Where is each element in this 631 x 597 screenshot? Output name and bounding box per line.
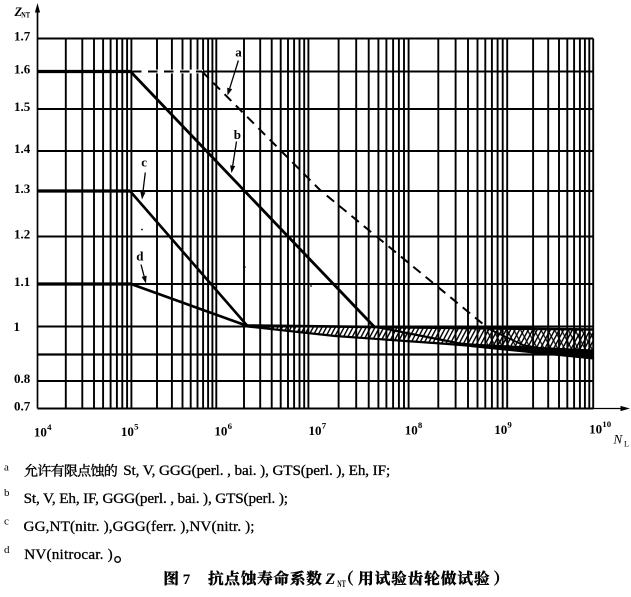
svg-text:a: a [4,462,9,474]
svg-text:Z: Z [325,571,336,588]
svg-text:4: 4 [47,422,52,432]
svg-text:a: a [235,45,242,60]
svg-text:0.7: 0.7 [14,399,31,414]
svg-text:N: N [613,431,624,446]
svg-text:d: d [136,249,144,264]
svg-text:9: 9 [507,420,512,430]
svg-text:1.1: 1.1 [14,274,30,289]
svg-text:b: b [234,127,241,142]
svg-text:1.6: 1.6 [14,62,31,77]
svg-text:NT: NT [21,10,30,20]
svg-text:1: 1 [14,319,21,334]
svg-text:10: 10 [214,423,227,438]
svg-text:St, V, Eh, IF, GGG(perl. , bai: St, V, Eh, IF, GGG(perl. , bai. ), GTS(p… [24,490,288,507]
svg-text:b: b [4,487,10,499]
svg-text:10: 10 [309,423,322,438]
svg-text:7: 7 [183,572,191,588]
svg-text:10: 10 [494,422,507,437]
svg-text:10: 10 [405,422,418,437]
svg-text:NT: NT [337,579,346,589]
svg-text:1.4: 1.4 [14,141,31,156]
svg-text:1.5: 1.5 [14,99,31,114]
svg-text:8: 8 [418,420,423,430]
svg-text:St, V, GGG(perl. , bai. ), GTS: St, V, GGG(perl. , bai. ), GTS(perl. ), … [123,462,390,479]
svg-text:6: 6 [228,421,233,431]
svg-text:NV(nitrocar. ): NV(nitrocar. ) [24,546,113,563]
svg-text:7: 7 [322,421,327,431]
svg-text:10: 10 [589,422,602,437]
svg-text:10: 10 [34,424,47,439]
svg-text:GG,NT(nitr. ),GGG(ferr. ),NV(n: GG,NT(nitr. ),GGG(ferr. ),NV(nitr. ); [24,518,255,535]
svg-text:1.2: 1.2 [14,227,30,242]
svg-text:10: 10 [602,419,611,429]
svg-text:1.3: 1.3 [14,181,31,196]
svg-text:Z: Z [14,5,23,19]
svg-text:d: d [4,544,10,556]
svg-text:5: 5 [134,422,139,432]
svg-text:c: c [4,516,9,528]
svg-text:1.7: 1.7 [14,29,31,44]
svg-text:0.8: 0.8 [14,371,31,386]
svg-text:L: L [624,439,629,448]
svg-text:c: c [141,155,147,170]
svg-text:10: 10 [121,424,134,439]
